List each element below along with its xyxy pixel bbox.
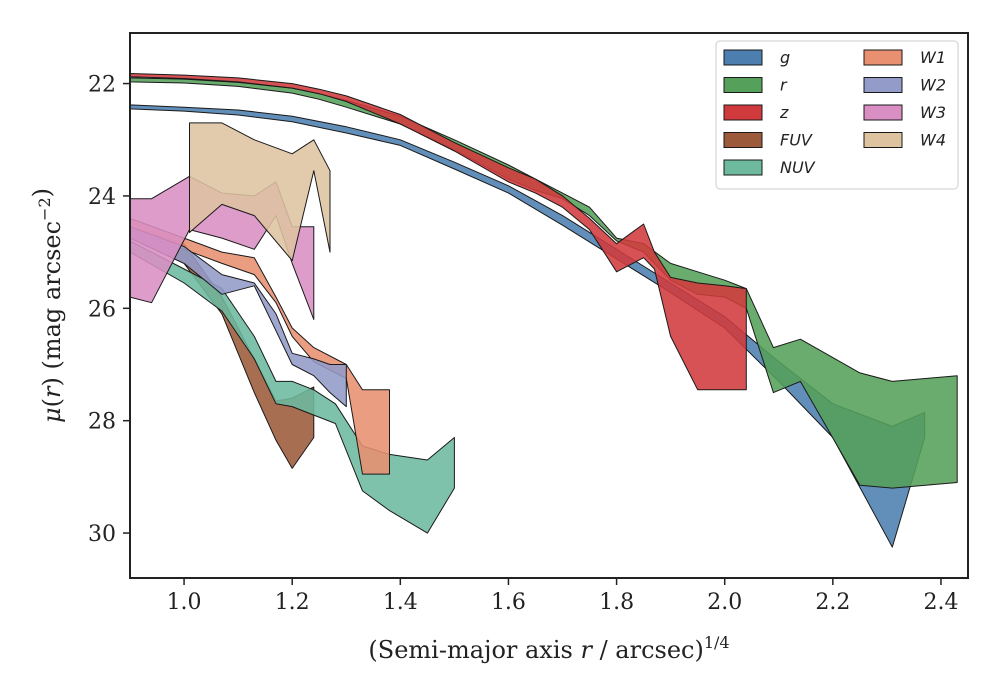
- legend-label-g: g: [780, 48, 790, 67]
- legend-swatch-FUV: [723, 132, 763, 148]
- band-z: [129, 73, 747, 391]
- x-tick-label: 2.4: [923, 590, 958, 615]
- legend-label-r: r: [780, 76, 788, 95]
- y-tick-label: 22: [88, 73, 116, 98]
- band-W1: [129, 217, 390, 475]
- x-axis-label: (Semi-major axis r / arcsec)1/4: [368, 633, 729, 664]
- legend-label-W4: W4: [920, 131, 946, 150]
- legend-swatch-g: [723, 49, 763, 66]
- bands-layer: [129, 73, 958, 548]
- legend-label-W2: W2: [920, 76, 946, 95]
- y-axis: 22 24 26 28 30: [88, 73, 130, 547]
- legend: grz FUV NUV W1 W2 W3 W4: [715, 40, 959, 190]
- band-W2: [129, 226, 347, 408]
- legend-swatch-r: [723, 77, 763, 93]
- y-tick-label: 30: [88, 522, 116, 547]
- x-tick-label: 1.4: [383, 590, 418, 615]
- x-axis: 1.0 1.2 1.4 1.6 1.8 2.0 2.2 2.4: [167, 578, 958, 615]
- x-tick-label: 1.2: [275, 590, 310, 615]
- x-tick-label: 2.2: [815, 590, 850, 615]
- legend-label-W1: W1: [920, 48, 946, 67]
- y-tick-label: 28: [88, 410, 116, 435]
- legend-label-FUV: FUV: [780, 131, 813, 150]
- y-axis-label: μ(r) (mag arcsec−2): [28, 188, 66, 423]
- legend-label-NUV: NUV: [780, 158, 816, 177]
- legend-swatch-W3: [863, 104, 903, 121]
- legend-swatch-W1: [863, 49, 903, 66]
- y-tick-label: 24: [88, 185, 116, 210]
- x-tick-label: 2.0: [707, 590, 742, 615]
- legend-swatch-W2: [863, 77, 903, 93]
- band-W4: [189, 122, 331, 262]
- legend-label-z: z: [779, 103, 789, 122]
- x-tick-label: 1.0: [167, 590, 202, 615]
- y-tick-label: 26: [88, 297, 116, 322]
- x-tick-label: 1.8: [599, 590, 634, 615]
- legend-swatch-NUV: [723, 159, 763, 176]
- legend-swatch-W4: [863, 132, 903, 148]
- x-tick-label: 1.6: [491, 590, 526, 615]
- plot-frame: [129, 32, 969, 579]
- legend-swatch-z: [723, 104, 763, 121]
- legend-label-W3: W3: [920, 103, 946, 122]
- band-NUV: [129, 240, 455, 534]
